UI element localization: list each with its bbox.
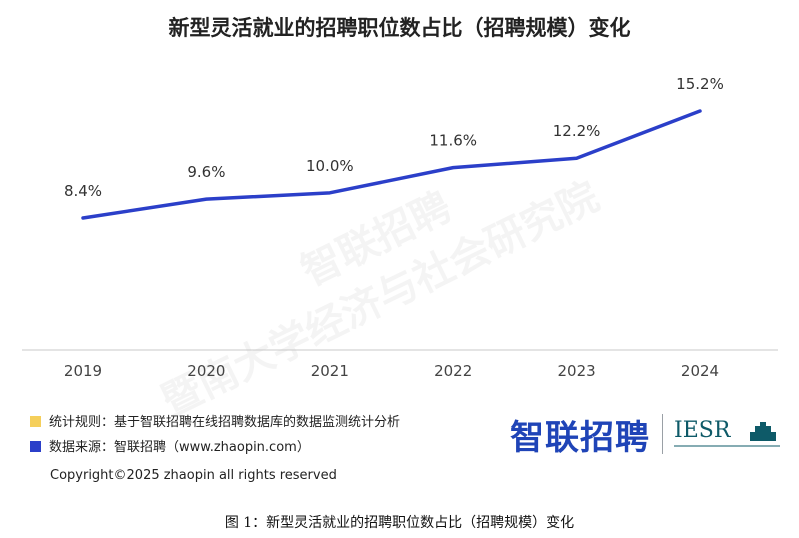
data-label: 9.6% <box>187 163 225 181</box>
zhaopin-logo: 智联招聘 <box>510 418 650 458</box>
legend-item-source: 数据来源：智联招聘（www.zhaopin.com） <box>30 438 310 458</box>
data-label: 15.2% <box>676 75 724 93</box>
x-tick-label: 2022 <box>434 362 472 380</box>
series-line <box>81 109 702 220</box>
x-tick-label: 2019 <box>64 362 102 380</box>
line-chart: 2019 2020 2021 2022 2023 2024 8.4% 9.6% 10.0% 11.… <box>22 75 778 380</box>
data-label: 10.0% <box>306 157 354 175</box>
iesr-logo-rule <box>674 445 780 447</box>
x-tick-label: 2024 <box>681 362 719 380</box>
data-label: 11.6% <box>429 132 477 150</box>
legend-source-label: 数据来源：智联招聘（www.zhaopin.com） <box>49 440 310 455</box>
legend-item-rule: 统计规则：基于智联招聘在线招聘数据库的数据监测统计分析 <box>30 413 400 433</box>
iesr-logo: IESR <box>674 414 784 454</box>
legend-rule-label: 统计规则：基于智联招聘在线招聘数据库的数据监测统计分析 <box>49 415 401 430</box>
figure-caption: 图 1：新型灵活就业的招聘职位数占比（招聘规模）变化 <box>224 515 575 531</box>
data-label: 12.2% <box>553 122 601 140</box>
data-label: 8.4% <box>64 182 102 200</box>
iesr-emblem-icon <box>750 422 776 441</box>
chart-title: 新型灵活就业的招聘职位数占比（招聘规模）变化 <box>168 16 631 40</box>
x-tick-label: 2020 <box>187 362 225 380</box>
legend-swatch-blue <box>30 441 41 452</box>
logo-divider <box>662 414 663 454</box>
x-tick-label: 2023 <box>558 362 596 380</box>
legend-swatch-yellow <box>30 416 41 427</box>
x-tick-label: 2021 <box>311 362 349 380</box>
copyright-text: Copyright©2025 zhaopin all rights reserv… <box>50 468 337 483</box>
iesr-logo-text: IESR <box>674 418 731 443</box>
